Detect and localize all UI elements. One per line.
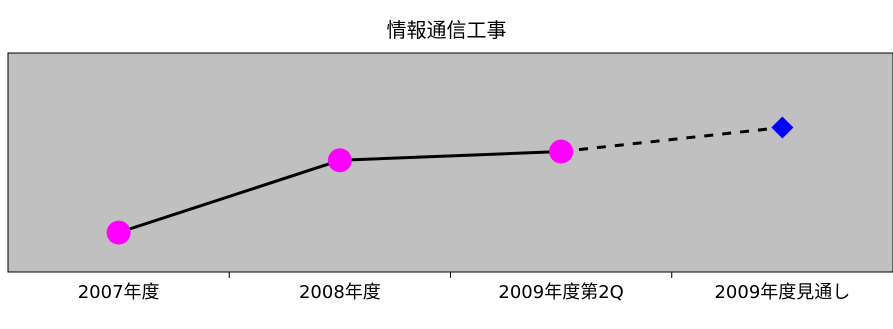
series-2-point <box>771 116 794 139</box>
series-1-line <box>118 158 341 235</box>
chart-title: 情報通信工事 <box>386 18 507 42</box>
x-tick-label: 2009年度第2Q <box>498 282 624 303</box>
series-1-line <box>339 150 562 162</box>
series-1-point <box>106 220 131 245</box>
series-1-point <box>327 148 352 173</box>
x-tick-label: 2008年度 <box>298 282 381 303</box>
x-tick-label: 2007年度 <box>77 282 160 303</box>
series-1-point <box>549 139 574 164</box>
series-2-line <box>560 125 783 154</box>
plot-area <box>7 52 893 273</box>
x-tick-label: 2009年度見通し <box>714 282 851 303</box>
